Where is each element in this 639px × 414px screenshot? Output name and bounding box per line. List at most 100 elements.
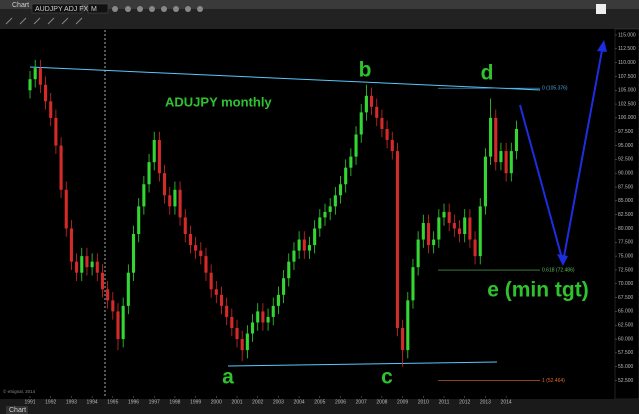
y-tick-label: 82.500 [618,212,634,218]
y-tick-label: 107.500 [618,74,636,80]
candle-body [494,117,498,163]
candle-body [69,228,73,262]
wave-label: a [222,366,234,389]
icon[interactable] [596,4,606,14]
icon[interactable] [161,6,167,12]
lower-trendline [227,361,498,367]
tool[interactable] [75,17,83,25]
candle-body [59,145,63,190]
candle-body [214,289,218,295]
candle-body [75,261,79,273]
tool[interactable] [5,17,13,25]
candle-body [168,195,172,207]
tool[interactable] [19,17,27,25]
status-bar [0,399,639,414]
candle-body [230,316,234,328]
tool[interactable] [61,17,69,25]
x-tick-label: 1997 [149,399,160,405]
chart-tab[interactable] [6,406,28,414]
y-tick-label: 75.000 [618,253,634,259]
x-tick-label: 2012 [459,399,470,405]
candle-body [95,261,99,273]
candle-body [292,250,296,262]
candle-body [43,84,48,102]
arrowhead [597,40,607,52]
candle-body [359,112,363,135]
footer: © eSignal, 2014 [3,388,36,394]
icon[interactable] [185,6,191,12]
symbol-input[interactable] [31,3,83,14]
candle-body [137,206,141,235]
x-tick-label: 1995 [107,399,118,405]
candle-body [437,217,441,240]
candle-body [338,184,343,196]
icon[interactable] [173,6,179,12]
period: M [91,6,97,13]
candle-body [473,239,477,257]
candle-body [116,311,120,340]
candle-body [514,128,519,152]
candle-body [38,68,42,85]
tool[interactable] [47,17,55,25]
candle-body [432,239,436,246]
candle-body [411,267,415,301]
candle-body [90,261,94,268]
candle-body [354,134,358,157]
candle-body [333,195,337,207]
candle-body [261,311,265,323]
y-tick-label: 95.000 [618,143,634,149]
candle-body [323,211,327,218]
fib-label: 0 (105.376) [542,86,568,92]
candle-body [457,228,462,235]
candle-body [421,222,425,240]
drawing-tools [5,17,83,25]
icon[interactable] [197,6,203,12]
y-tick-label: 112.500 [618,46,636,52]
candle-body [364,95,368,113]
x-tick-label: 1993 [66,399,77,405]
candle-body [163,173,167,196]
candle-body [395,151,399,328]
candle-body [468,217,472,240]
y-tick-label: 115.000 [618,32,636,38]
candle-body [406,300,410,351]
candle-body [188,234,192,246]
chart-title: ADUJPY monthly [165,94,272,109]
window-title: Chart [12,2,29,9]
candle-body [318,217,322,229]
toolbar [0,9,639,29]
candle-body [64,189,68,229]
candle-body [370,95,374,107]
candle-body [282,278,286,295]
x-tick-label: 2005 [314,399,325,405]
tool[interactable] [33,17,41,25]
candle-body [142,184,146,207]
candle-body [121,305,125,340]
upper-trendline [29,66,541,91]
candle-body [416,239,420,268]
period-input[interactable] [87,3,109,14]
candle-body [504,151,508,174]
y-tick-label: 52.500 [618,378,634,384]
candle-body [452,222,456,229]
icon[interactable] [149,6,155,12]
candle-body [80,256,84,273]
candle-body [349,156,353,168]
title-bar [0,0,639,9]
candle-body [85,256,89,268]
icon[interactable] [125,6,131,12]
x-tick-label: 1992 [45,399,56,405]
y-tick-label: 67.500 [618,295,634,301]
candle-body [380,117,384,129]
candle-body [173,189,177,207]
candle-body [209,272,213,290]
icon[interactable] [112,6,118,12]
x-tick-label: 2011 [439,399,450,405]
icon[interactable] [137,6,143,12]
y-tick-label: 80.000 [618,226,634,232]
wave-label: b [359,59,372,82]
candle-body [256,311,260,323]
candle-body [219,294,224,306]
